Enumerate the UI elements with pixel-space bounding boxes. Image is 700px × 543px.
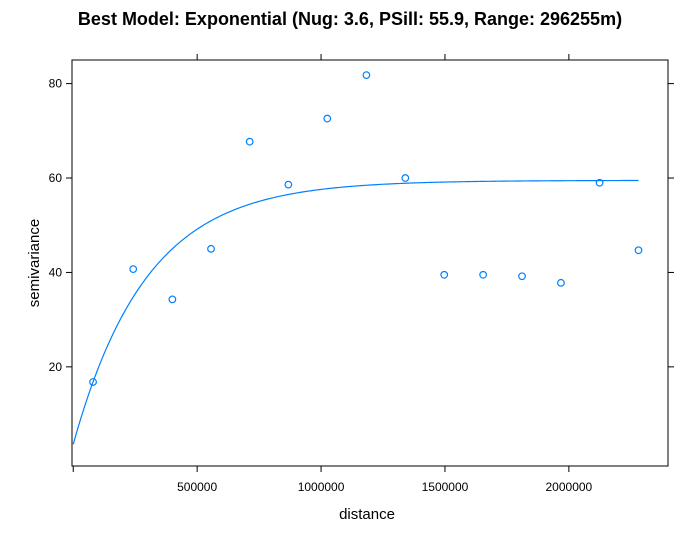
x-tick-label: 1500000 (422, 480, 469, 494)
data-point (401, 174, 410, 182)
y-tick-label: 40 (49, 265, 63, 279)
y-tick-label: 20 (49, 360, 63, 374)
y-axis-label: semivariance (26, 219, 43, 307)
data-point (362, 71, 371, 80)
x-tick-label: 500000 (177, 480, 217, 494)
data-point (129, 265, 138, 274)
sample-points (89, 71, 643, 386)
data-point (89, 378, 97, 386)
data-point (557, 278, 565, 287)
x-axis-label: distance (339, 506, 395, 523)
data-point (323, 114, 332, 123)
axis-ticks: 500000 1000000 1500000 2000000 20 40 60 80 (49, 54, 674, 494)
data-point (245, 137, 254, 146)
exponential-model-line (72, 179, 639, 445)
x-tick-label: 2000000 (546, 480, 593, 494)
data-point (440, 270, 449, 279)
data-point (284, 180, 293, 189)
data-point (207, 244, 215, 253)
data-point (168, 295, 177, 304)
chart-title: Best Model: Exponential (Nug: 3.6, PSill… (78, 9, 622, 29)
y-tick-label: 80 (49, 77, 63, 91)
y-tick-label: 60 (49, 171, 63, 185)
plot-frame (71, 59, 669, 467)
data-point (479, 270, 488, 279)
data-point (634, 246, 643, 255)
data-point (595, 178, 604, 187)
data-point (518, 272, 526, 281)
x-tick-label: 1000000 (298, 480, 345, 494)
